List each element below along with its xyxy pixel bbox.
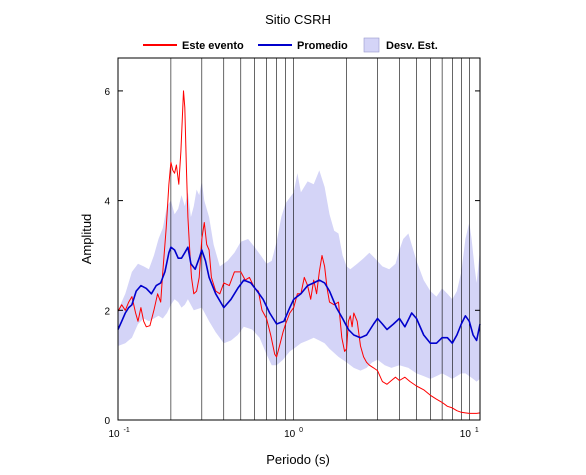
std-dev-band-layer [118,170,480,382]
x-axis-label: Periodo (s) [266,452,330,467]
legend-label: Este evento [182,40,244,52]
x-tick-label-exponent: -1 [124,427,130,434]
series-line-este-evento [117,90,481,414]
y-tick-label: 6 [104,87,110,98]
plot-area [117,57,481,421]
plot-frame [117,57,481,421]
x-tick-label: 10 [284,429,296,440]
legend-swatch [363,37,380,53]
series-line-promedio [117,246,481,345]
legend-label: Desv. Est. [386,40,438,52]
chart-title: Sitio CSRH [265,12,331,27]
legend-label: Promedio [297,40,348,52]
y-axis: 0 2 4 6 [104,87,480,427]
chart-legend: Este evento Promedio Desv. Est. [143,37,438,53]
y-tick-label: 4 [104,197,110,208]
x-tick-label-exponent: 0 [299,427,303,434]
series-layer [117,90,481,414]
y-tick-label: 0 [104,416,110,427]
std-dev-band [118,170,480,382]
x-tick-label: 10 [460,429,472,440]
grid-lines [170,58,470,420]
x-axis: 10 -1 10 0 10 1 [108,427,478,440]
x-tick-label: 10 [108,429,120,440]
x-tick-label-exponent: 1 [475,427,479,434]
y-axis-label: Amplitud [79,214,94,265]
y-tick-label: 2 [104,306,110,317]
